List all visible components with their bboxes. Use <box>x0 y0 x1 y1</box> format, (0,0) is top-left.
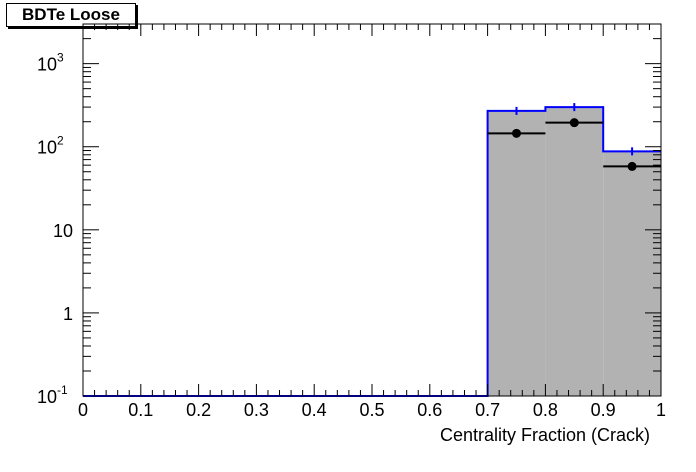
x-tick-label: 0.1 <box>128 400 153 420</box>
y-tick-label: 10 <box>37 387 57 407</box>
y-tick-label: 10 <box>37 55 57 75</box>
chart-title: BDTe Loose <box>6 3 136 27</box>
x-tick-label: 0.2 <box>186 400 211 420</box>
y-tick-exponent: 3 <box>57 51 64 65</box>
data-point <box>569 118 579 128</box>
y-tick-exponent: -1 <box>57 383 68 397</box>
histogram-bin <box>545 107 604 396</box>
x-tick-label: 0.5 <box>359 400 384 420</box>
x-tick-label: 0.3 <box>244 400 269 420</box>
plot-area <box>83 103 661 397</box>
x-tick-label: 0.4 <box>302 400 327 420</box>
y-tick-label: 10 <box>37 138 57 158</box>
y-tick-label: 10 <box>53 221 73 241</box>
x-axis-label: Centrality Fraction (Crack) <box>440 425 650 445</box>
x-tick-label: 0.6 <box>417 400 442 420</box>
histogram-bin <box>487 110 546 396</box>
x-tick-label: 0.9 <box>591 400 616 420</box>
x-tick-label: 0 <box>78 400 88 420</box>
data-point <box>512 128 521 138</box>
x-tick-label: 0.8 <box>533 400 558 420</box>
x-tick-label: 1 <box>656 400 666 420</box>
y-tick-exponent: 2 <box>57 134 64 148</box>
x-tick-label: 0.7 <box>475 400 500 420</box>
histogram-bin <box>603 151 661 396</box>
data-point <box>627 161 637 171</box>
y-tick-label: 1 <box>63 304 73 324</box>
